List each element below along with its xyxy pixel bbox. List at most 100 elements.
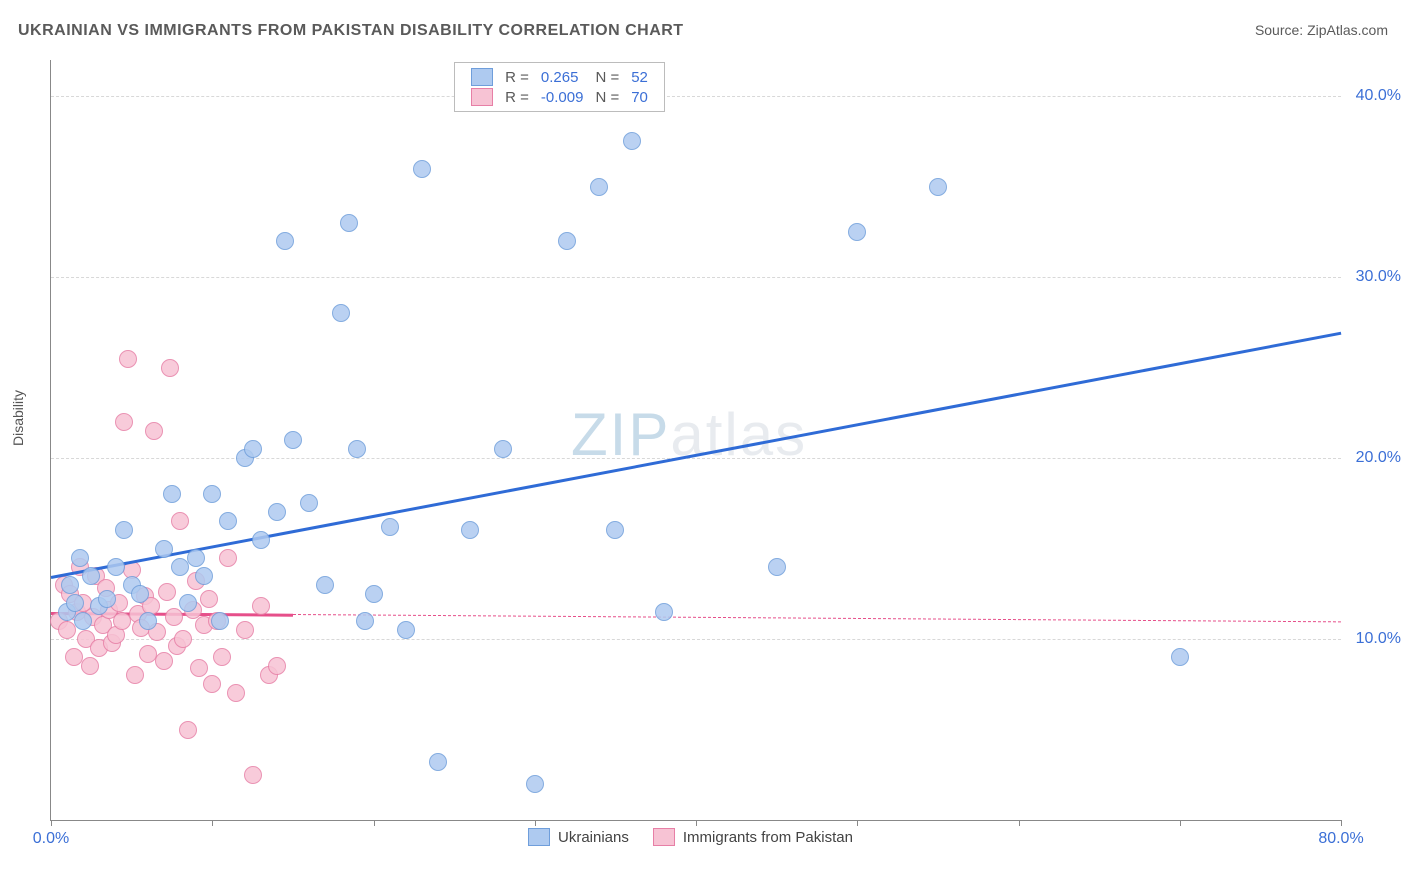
data-point-ukrainians [203, 485, 221, 503]
data-point-pakistan [203, 675, 221, 693]
source-attribution: Source: ZipAtlas.com [1255, 22, 1388, 38]
data-point-pakistan [161, 359, 179, 377]
chart-container: UKRAINIAN VS IMMIGRANTS FROM PAKISTAN DI… [0, 0, 1406, 892]
y-tick-label: 40.0% [1356, 87, 1401, 105]
data-point-ukrainians [356, 612, 374, 630]
data-point-ukrainians [74, 612, 92, 630]
data-point-pakistan [58, 621, 76, 639]
data-point-pakistan [190, 659, 208, 677]
data-point-ukrainians [300, 494, 318, 512]
source-name: ZipAtlas.com [1307, 22, 1388, 38]
legend-r-symbol: R = [499, 67, 535, 87]
legend-swatch-ukrainians [528, 828, 550, 846]
data-point-ukrainians [558, 232, 576, 250]
legend-r-symbol: R = [499, 87, 535, 107]
data-point-ukrainians [98, 590, 116, 608]
data-point-ukrainians [413, 160, 431, 178]
x-tick [857, 820, 858, 826]
data-point-ukrainians [107, 558, 125, 576]
legend-label-ukrainians: Ukrainians [558, 829, 629, 846]
legend-label-pakistan: Immigrants from Pakistan [683, 829, 853, 846]
data-point-pakistan [213, 648, 231, 666]
data-point-pakistan [81, 657, 99, 675]
data-point-ukrainians [244, 440, 262, 458]
x-tick [535, 820, 536, 826]
chart-title: UKRAINIAN VS IMMIGRANTS FROM PAKISTAN DI… [18, 22, 684, 40]
legend-n-symbol: N = [589, 67, 625, 87]
data-point-ukrainians [66, 594, 84, 612]
legend-swatch-ukrainians [471, 68, 493, 86]
legend-item-ukrainians: Ukrainians [528, 828, 629, 846]
x-tick [1180, 820, 1181, 826]
data-point-ukrainians [606, 521, 624, 539]
data-point-ukrainians [61, 576, 79, 594]
gridline [51, 639, 1341, 640]
source-label: Source: [1255, 22, 1307, 38]
data-point-pakistan [165, 608, 183, 626]
data-point-ukrainians [71, 549, 89, 567]
data-point-ukrainians [590, 178, 608, 196]
data-point-ukrainians [115, 521, 133, 539]
plot-area: ZIPatlas 10.0%20.0%30.0%40.0%0.0%80.0%R … [50, 60, 1341, 821]
legend-n-value-ukrainians: 52 [625, 67, 654, 87]
data-point-ukrainians [179, 594, 197, 612]
legend-n-value-pakistan: 70 [625, 87, 654, 107]
x-tick-label: 0.0% [33, 830, 69, 848]
data-point-ukrainians [187, 549, 205, 567]
data-point-pakistan [158, 583, 176, 601]
data-point-ukrainians [655, 603, 673, 621]
gridline [51, 277, 1341, 278]
data-point-pakistan [268, 657, 286, 675]
y-tick-label: 10.0% [1356, 630, 1401, 648]
data-point-ukrainians [155, 540, 173, 558]
data-point-ukrainians [332, 304, 350, 322]
data-point-ukrainians [929, 178, 947, 196]
data-point-pakistan [236, 621, 254, 639]
data-point-pakistan [145, 422, 163, 440]
data-point-ukrainians [623, 132, 641, 150]
series-legend: Ukrainians Immigrants from Pakistan [516, 828, 865, 850]
data-point-ukrainians [848, 223, 866, 241]
data-point-ukrainians [219, 512, 237, 530]
data-point-ukrainians [1171, 648, 1189, 666]
data-point-pakistan [219, 549, 237, 567]
data-point-ukrainians [195, 567, 213, 585]
data-point-ukrainians [381, 518, 399, 536]
data-point-ukrainians [82, 567, 100, 585]
data-point-ukrainians [211, 612, 229, 630]
x-tick-label: 80.0% [1318, 830, 1363, 848]
data-point-ukrainians [276, 232, 294, 250]
data-point-pakistan [174, 630, 192, 648]
data-point-ukrainians [268, 503, 286, 521]
data-point-ukrainians [131, 585, 149, 603]
x-tick [696, 820, 697, 826]
gridline [51, 96, 1341, 97]
y-tick-label: 20.0% [1356, 449, 1401, 467]
data-point-pakistan [244, 766, 262, 784]
data-point-ukrainians [397, 621, 415, 639]
data-point-ukrainians [316, 576, 334, 594]
data-point-ukrainians [365, 585, 383, 603]
data-point-ukrainians [494, 440, 512, 458]
legend-swatch-pakistan [653, 828, 675, 846]
data-point-pakistan [252, 597, 270, 615]
legend-swatch-pakistan [471, 88, 493, 106]
data-point-pakistan [119, 350, 137, 368]
data-point-ukrainians [340, 214, 358, 232]
y-axis-title: Disability [10, 390, 26, 446]
data-point-ukrainians [171, 558, 189, 576]
data-point-pakistan [200, 590, 218, 608]
x-tick [212, 820, 213, 826]
data-point-pakistan [126, 666, 144, 684]
legend-item-pakistan: Immigrants from Pakistan [653, 828, 853, 846]
x-tick [1341, 820, 1342, 826]
x-tick [374, 820, 375, 826]
data-point-pakistan [179, 721, 197, 739]
data-point-ukrainians [429, 753, 447, 771]
data-point-ukrainians [768, 558, 786, 576]
legend-n-symbol: N = [589, 87, 625, 107]
x-tick [51, 820, 52, 826]
data-point-pakistan [227, 684, 245, 702]
data-point-ukrainians [526, 775, 544, 793]
data-point-pakistan [115, 413, 133, 431]
